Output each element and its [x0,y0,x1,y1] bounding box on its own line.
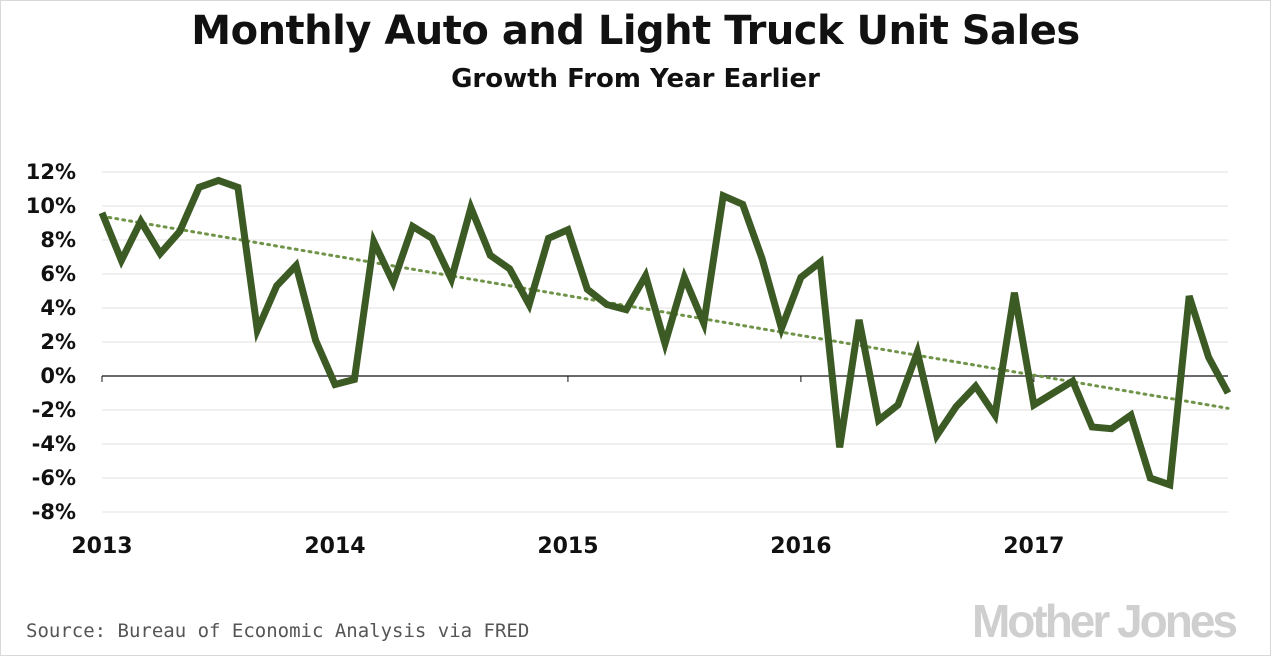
trend-layer [100,214,1230,410]
chart-title: Monthly Auto and Light Truck Unit Sales [191,8,1080,54]
y-tick-label: 12% [26,160,76,184]
y-tick-label: 4% [40,296,76,320]
y-tick-label: -6% [32,466,76,490]
y-tick-label: -4% [32,432,76,456]
y-tick-label: 6% [40,262,76,286]
sales-growth-line [98,176,1232,490]
y-tick-label: -2% [32,398,76,422]
y-tick-label: 2% [40,330,76,354]
x-tick-label: 2015 [537,534,598,559]
source-note: Source: Bureau of Economic Analysis via … [26,620,530,642]
series-layer [98,176,1232,490]
y-tick-label: -8% [32,500,76,524]
y-tick-label: 10% [26,194,76,218]
y-tick-label: 0% [40,364,76,388]
y-tick-label: 8% [40,228,76,252]
publisher-logo: Mother Jones [971,595,1238,647]
x-tick-label: 2017 [1003,534,1064,559]
chart-subtitle: Growth From Year Earlier [451,64,820,94]
x-tick-label: 2013 [71,534,132,559]
x-axis: 2013 2014 2015 2016 2017 [71,375,1228,559]
x-tick-label: 2014 [304,534,365,559]
trend-line [100,214,1230,410]
y-axis-ticks: 12% 10% 8% 6% 4% 2% 0% -2% -4% -6% -8% [26,160,76,524]
x-tick-label: 2016 [770,534,831,559]
